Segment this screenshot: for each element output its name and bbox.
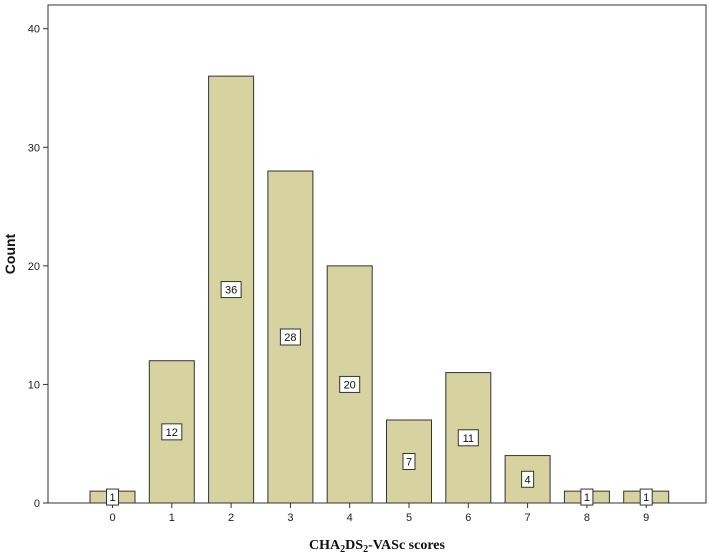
- bar-7: [504, 455, 551, 504]
- data-label-box: [220, 281, 242, 299]
- y-tick-label: 20: [28, 261, 40, 273]
- data-label-box: [521, 470, 535, 488]
- x-tick-label: 5: [406, 512, 412, 524]
- x-tick-label: 0: [109, 512, 115, 524]
- plot-frame: [47, 4, 707, 504]
- x-axis-title: CHA2DS2-VASc scores: [309, 538, 445, 554]
- y-tick-label: 10: [28, 379, 40, 391]
- data-label-box: [161, 423, 183, 441]
- x-tick-label: 3: [287, 512, 293, 524]
- x-tick-label: 1: [169, 512, 175, 524]
- x-axis-title-part: CHA: [309, 538, 341, 553]
- data-label: 1: [109, 492, 115, 504]
- bar-series: [89, 75, 670, 504]
- data-label-box: [457, 429, 479, 447]
- data-label: 11: [463, 433, 474, 445]
- x-tick-label: 6: [465, 512, 471, 524]
- data-label-box: [339, 375, 361, 393]
- data-label-box: [639, 488, 653, 506]
- data-label: 1: [643, 492, 649, 504]
- data-label: 36: [225, 285, 237, 297]
- y-tick-label: 30: [28, 142, 40, 154]
- data-label: 20: [344, 379, 356, 391]
- data-label: 4: [525, 474, 531, 486]
- x-axis-title-part: -VASc scores: [368, 538, 445, 553]
- y-axis: 0 10 20 30 40: [28, 24, 48, 510]
- data-label: 28: [284, 332, 296, 344]
- x-axis-title-subscript: 2: [340, 544, 345, 554]
- data-label-box: [402, 453, 416, 470]
- x-tick-label: 9: [643, 512, 649, 524]
- data-label-box: [279, 328, 301, 346]
- x-axis: 0 1 2 3 4 5 6 7 8 9: [109, 503, 649, 524]
- data-label: 1: [584, 492, 590, 504]
- y-tick-label: 40: [28, 24, 40, 36]
- data-label: 7: [406, 457, 412, 469]
- y-axis-title: Count: [2, 233, 18, 274]
- x-tick-label: 4: [347, 512, 353, 524]
- y-tick-label: 0: [34, 498, 40, 510]
- data-label: 12: [166, 427, 178, 439]
- x-axis-title-subscript: 2: [363, 544, 368, 554]
- data-label-box: [580, 488, 594, 506]
- data-label-box: [106, 488, 119, 506]
- x-tick-label: 2: [228, 512, 234, 524]
- x-tick-label: 7: [525, 512, 531, 524]
- x-tick-label: 8: [584, 512, 590, 524]
- x-axis-title-part: DS: [345, 538, 363, 553]
